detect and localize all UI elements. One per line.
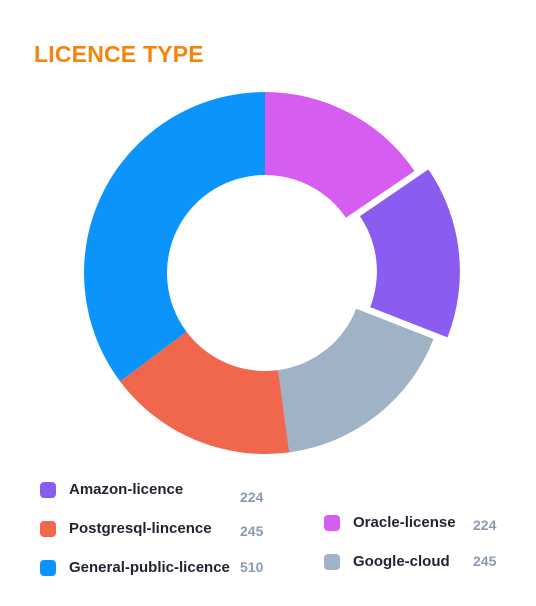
legend-value-google-cloud: 245 (473, 553, 497, 569)
legend-label-general-public: General-public-licence (69, 559, 230, 576)
donut-slice-google-cloud[interactable] (278, 308, 434, 453)
legend-swatch-amazon (40, 482, 56, 498)
legend-swatch-postgresql (40, 521, 56, 537)
legend-swatch-general-public (40, 560, 56, 576)
legend-value-amazon: 224 (240, 489, 264, 505)
legend-label-oracle: Oracle-license (353, 514, 456, 531)
donut-slice-general-public-licence[interactable] (84, 92, 265, 382)
donut-slice-oracle-license[interactable] (265, 92, 415, 218)
donut-chart (84, 92, 460, 454)
legend-label-postgresql: Postgresql-lincence (69, 520, 212, 537)
legend-swatch-oracle (324, 515, 340, 531)
donut-slice-amazon-licence[interactable] (359, 169, 460, 338)
legend-swatch-google-cloud (324, 554, 340, 570)
legend-value-general-public: 510 (240, 559, 264, 575)
legend-label-amazon: Amazon-licence (69, 481, 184, 498)
chart-title: LICENCE TYPE (34, 41, 204, 67)
legend-value-postgresql: 245 (240, 523, 264, 539)
donut-slice-postgresql-lincence[interactable] (120, 331, 290, 454)
legend-value-oracle: 224 (473, 517, 497, 533)
legend-label-google-cloud: Google-cloud (353, 553, 450, 570)
